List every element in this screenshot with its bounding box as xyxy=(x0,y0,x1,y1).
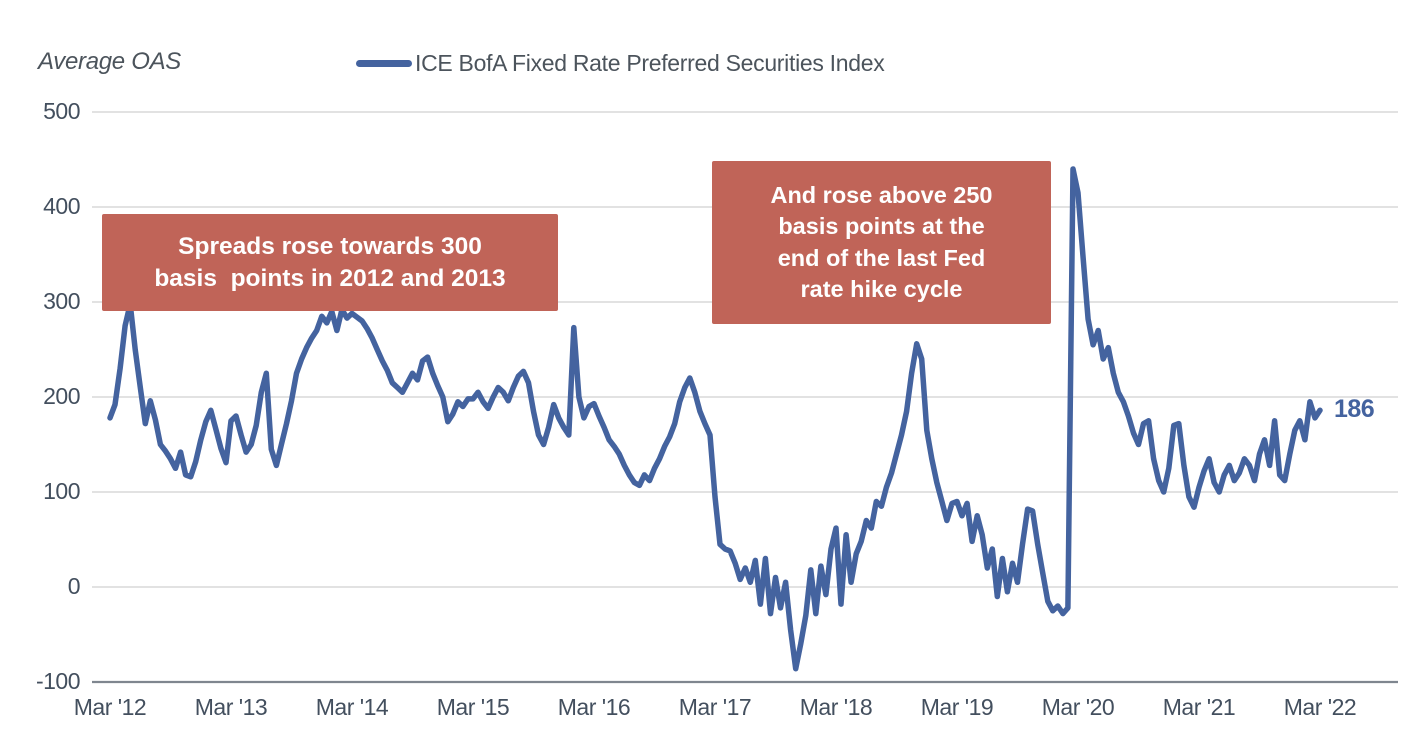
y-axis-tick-label: 100 xyxy=(43,478,80,504)
x-axis-tick-label: Mar '16 xyxy=(557,694,631,720)
y-axis-tick-label: 500 xyxy=(43,98,80,124)
x-axis-tick-label: Mar '19 xyxy=(920,694,994,720)
x-axis-tick-label: Mar '15 xyxy=(436,694,510,720)
x-axis-tick-label: Mar '20 xyxy=(1041,694,1115,720)
oas-line-series xyxy=(107,166,1323,672)
x-axis-tick-label: Mar '13 xyxy=(194,694,268,720)
legend: ICE BofA Fixed Rate Preferred Securities… xyxy=(356,50,885,77)
last-value-label: 186 xyxy=(1334,395,1375,424)
x-axis-tick-label: Mar '14 xyxy=(315,694,389,720)
annotation-spreads-2012-2013: Spreads rose towards 300 basis points in… xyxy=(102,214,558,311)
x-axis-tick-label: Mar '18 xyxy=(799,694,873,720)
legend-line-swatch-icon xyxy=(356,60,412,67)
annotation-fed-hike-cycle: And rose above 250 basis points at the e… xyxy=(712,161,1051,324)
legend-label: ICE BofA Fixed Rate Preferred Securities… xyxy=(415,50,885,76)
y-axis-tick-label: 200 xyxy=(43,383,80,409)
x-axis-tick-label: Mar '21 xyxy=(1162,694,1236,720)
y-axis-tick-label: 300 xyxy=(43,288,80,314)
x-axis-tick-label: Mar '22 xyxy=(1283,694,1357,720)
x-axis-tick-label: Mar '17 xyxy=(678,694,752,720)
y-axis-tick-label: 400 xyxy=(43,193,80,219)
y-axis-title: Average OAS xyxy=(38,48,182,75)
x-axis-tick-label: Mar '12 xyxy=(73,694,147,720)
y-axis-tick-label: 0 xyxy=(67,573,81,599)
y-axis-tick-label: -100 xyxy=(35,668,81,694)
